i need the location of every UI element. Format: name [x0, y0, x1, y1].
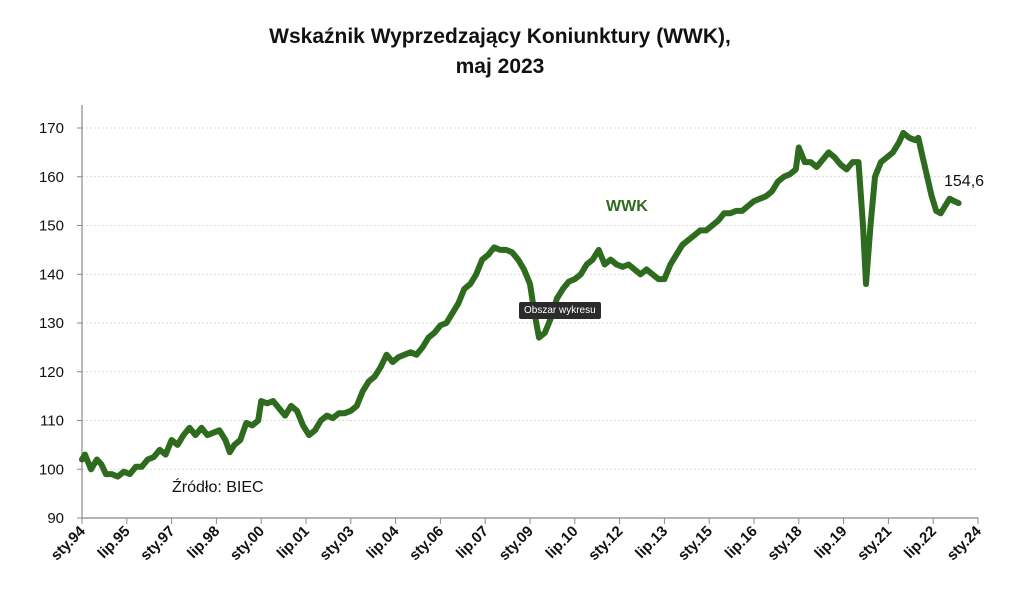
x-tick-label: lip.98 [184, 523, 223, 562]
x-tick-label: sty.09 [496, 523, 537, 564]
x-tick-label: lip.22 [901, 523, 940, 562]
x-tick-label: sty.03 [316, 523, 357, 564]
gridlines [82, 127, 978, 470]
source-note: Źródło: BIEC [172, 477, 264, 496]
end-value-label: 154,6 [944, 173, 984, 190]
x-tick-label: lip.95 [94, 523, 133, 562]
chart-subtitle: maj 2023 [455, 55, 545, 78]
y-tick-label: 100 [39, 461, 64, 478]
chart-title: Wskaźnik Wyprzedzający Koniunktury (WWK)… [0, 22, 1000, 82]
x-tick-label: sty.94 [48, 522, 90, 564]
y-tick-label: 150 [39, 218, 64, 235]
x-tick-label: lip.04 [363, 522, 403, 562]
series-line-wwk [79, 129, 962, 480]
x-tick-label: sty.97 [137, 523, 178, 564]
x-tick-label: lip.01 [274, 523, 313, 562]
x-tick-label: sty.00 [227, 523, 268, 564]
y-tick-label: 120 [39, 364, 64, 381]
x-tick-label: lip.16 [722, 523, 761, 562]
chart-title-line1: Wskaźnik Wyprzedzający Koniunktury (WWK)… [269, 25, 731, 48]
y-tick-label: 130 [39, 315, 64, 332]
x-tick-label: sty.15 [675, 523, 716, 564]
x-tick-label: sty.12 [585, 523, 626, 564]
x-tick-label: lip.13 [632, 523, 671, 562]
x-tick-label: sty.21 [854, 523, 895, 564]
x-tick-label: sty.06 [406, 523, 447, 564]
chart-area-tooltip: Obszar wykresu [519, 302, 601, 319]
x-tick-label: sty.18 [764, 523, 805, 564]
y-tick-label: 170 [39, 120, 64, 137]
y-tick-label: 140 [39, 266, 64, 283]
x-tick-label: lip.10 [542, 523, 581, 562]
series-group [79, 129, 962, 480]
y-tick-label: 90 [47, 510, 64, 527]
x-tick-label: sty.24 [944, 522, 986, 564]
x-axis-ticks: sty.94 lip.95 sty.97 lip.98 sty.00 lip.01 sty.… [48, 518, 986, 564]
y-axis-ticks: 90 100 110 120 130 140 150 160 170 [39, 120, 82, 527]
series-label: WWK [606, 198, 648, 215]
x-tick-label: lip.07 [453, 523, 492, 562]
x-tick-label: lip.19 [811, 523, 850, 562]
y-tick-label: 160 [39, 169, 64, 186]
y-tick-label: 110 [40, 413, 64, 430]
